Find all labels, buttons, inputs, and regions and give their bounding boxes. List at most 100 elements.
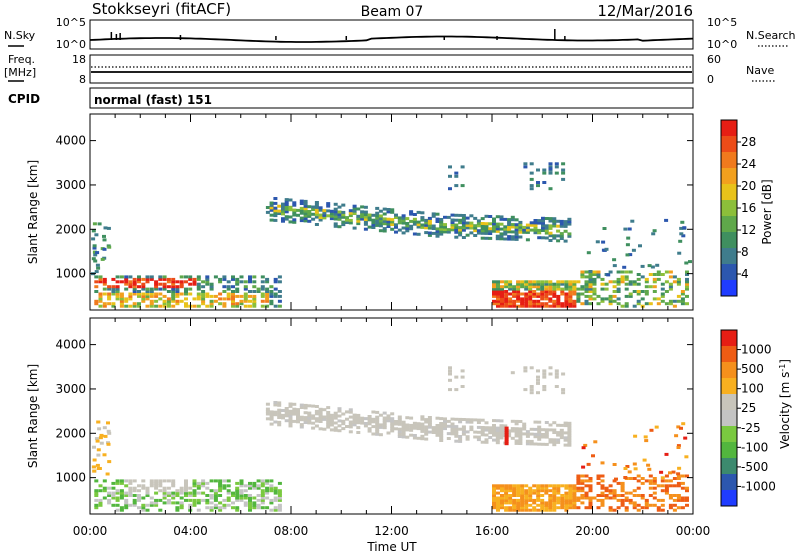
heatmap-cell — [572, 503, 577, 507]
heatmap-cell — [608, 270, 613, 274]
heatmap-cell — [124, 299, 129, 303]
heatmap-cell — [128, 282, 133, 286]
heatmap-cell — [500, 496, 504, 500]
heatmap-cell — [273, 218, 278, 222]
heatmap-cell — [636, 282, 641, 286]
heatmap-cell — [269, 218, 274, 222]
heatmap-cell — [514, 233, 519, 236]
heatmap-cell — [213, 294, 218, 298]
heatmap-cell — [252, 302, 257, 306]
heatmap-cell — [94, 479, 99, 483]
heatmap-cell — [352, 418, 357, 422]
heatmap-cell — [652, 496, 657, 500]
heatmap-cell — [632, 501, 637, 505]
heatmap-cell — [676, 506, 681, 510]
heatmap-cell — [580, 273, 585, 276]
heatmap-cell — [537, 435, 542, 439]
heatmap-cell — [450, 225, 455, 229]
heatmap-cell — [592, 297, 597, 301]
heatmap-cell — [296, 412, 300, 416]
heatmap-cell — [563, 222, 568, 226]
heatmap-cell — [158, 304, 163, 308]
heatmap-cell — [307, 219, 312, 223]
heatmap-cell — [175, 494, 180, 497]
heatmap-cell — [162, 486, 167, 490]
heatmap-cell — [311, 212, 316, 216]
heatmap-cell — [652, 503, 657, 507]
heatmap-cell — [602, 227, 607, 230]
heatmap-cell — [536, 299, 541, 303]
heatmap-cell — [588, 498, 593, 502]
heatmap-cell — [318, 208, 323, 212]
heatmap-cell — [132, 486, 137, 490]
heatmap-cell — [680, 290, 685, 293]
heatmap-cell — [424, 231, 429, 235]
heatmap-cell — [424, 223, 429, 227]
heatmap-cell — [375, 418, 380, 422]
heatmap-cell — [520, 304, 525, 308]
heatmap-cell — [171, 304, 176, 308]
heatmap-cell — [572, 302, 577, 306]
noise-left-tick-bottom: 10^0 — [56, 38, 86, 51]
heatmap-cell — [606, 273, 611, 277]
heatmap-cell — [141, 484, 146, 488]
heatmap-cell — [149, 501, 154, 505]
heatmap-cell — [107, 491, 112, 495]
heatmap-cell — [668, 506, 673, 510]
heatmap-cell — [454, 184, 459, 188]
heatmap-cell — [476, 438, 481, 442]
heatmap-cell — [544, 430, 549, 434]
heatmap-cell — [652, 285, 657, 289]
heatmap-cell — [616, 280, 621, 284]
heatmap-cell — [520, 508, 525, 512]
heatmap-cell — [556, 224, 561, 228]
heatmap-cell — [288, 414, 293, 418]
heatmap-cell — [660, 476, 665, 480]
heatmap-cell — [93, 259, 98, 263]
heatmap-cell — [568, 484, 573, 488]
heatmap-cell — [492, 496, 496, 500]
heatmap-cell — [226, 491, 231, 495]
heatmap-cell — [175, 508, 180, 512]
heatmap-cell — [454, 218, 459, 222]
heatmap-cell — [307, 205, 312, 209]
heatmap-cell — [496, 292, 500, 296]
heatmap-cell — [564, 484, 569, 488]
heatmap-cell — [584, 287, 589, 291]
heatmap-cell — [556, 299, 561, 303]
heatmap-cell — [524, 302, 529, 306]
heatmap-cell — [503, 424, 508, 428]
heatmap-cell — [620, 489, 625, 493]
heatmap-cell — [394, 216, 398, 219]
heatmap-cell — [460, 165, 465, 169]
heatmap-cell — [580, 302, 585, 306]
heatmap-cell — [99, 433, 104, 437]
heatmap-cell — [188, 292, 193, 296]
heatmap-cell — [654, 425, 659, 429]
heatmap-cell — [507, 227, 512, 231]
heatmap-cell — [480, 222, 485, 225]
heatmap-cell — [556, 304, 561, 308]
heatmap-cell — [548, 290, 553, 293]
heatmap-cell — [508, 486, 513, 490]
heatmap-cell — [536, 498, 541, 502]
heatmap-cell — [179, 282, 184, 286]
heatmap-cell — [620, 484, 625, 488]
heatmap-cell — [516, 491, 521, 495]
heatmap-cell — [288, 402, 293, 406]
heatmap-cell — [620, 275, 625, 279]
heatmap-cell — [119, 302, 124, 306]
heatmap-cell — [296, 410, 300, 414]
heatmap-cell — [650, 265, 655, 269]
heatmap-cell — [243, 285, 248, 289]
heatmap-cell — [273, 410, 278, 414]
heatmap-cell — [375, 430, 380, 434]
heatmap-cell — [277, 408, 282, 412]
heatmap-cell — [98, 294, 103, 298]
heatmap-cell — [371, 218, 376, 222]
heatmap-cell — [196, 508, 201, 512]
heatmap-cell — [492, 494, 496, 497]
heatmap-cell — [504, 496, 509, 500]
heatmap-cell — [492, 287, 496, 291]
heatmap-cell — [552, 304, 557, 308]
